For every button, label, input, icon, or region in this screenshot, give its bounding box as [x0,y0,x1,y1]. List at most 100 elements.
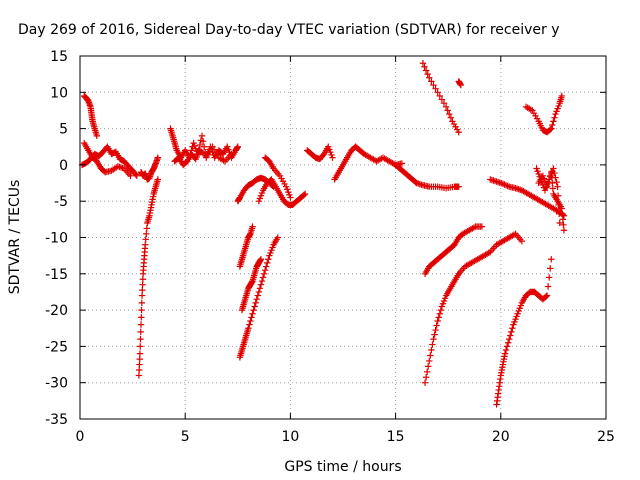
data-point [436,310,443,317]
data-point [506,335,513,343]
data-point [258,277,266,285]
data-point [438,96,446,103]
data-point [428,346,435,354]
data-point [136,361,143,368]
data-point [136,350,144,357]
data-point [265,256,272,263]
data-point [196,141,204,149]
data-point [287,194,294,201]
series-seg15 [331,143,406,183]
data-point [419,60,427,67]
series-seg23 [487,176,568,219]
data-point [142,241,149,248]
data-point [551,114,558,121]
series-seg21 [455,230,526,277]
data-point [478,223,486,230]
data-point [432,326,439,334]
data-point [437,306,445,314]
data-point [427,352,434,359]
data-point [422,67,430,74]
data-point [423,368,431,376]
data-point [457,81,465,89]
x-tick-label: 15 [387,429,405,445]
series-seg14 [304,143,336,163]
y-tick-label: -20 [45,303,68,319]
data-point [504,339,512,346]
y-tick-label: 15 [50,49,68,65]
data-point [432,85,439,92]
data-point [421,379,429,386]
data-point [444,107,451,114]
data-point [263,263,270,270]
data-point [132,171,139,178]
series-seg1 [81,92,101,140]
data-point [256,285,264,292]
data-point [558,92,566,100]
data-point [421,63,428,71]
data-point [137,335,144,343]
data-point [547,265,554,272]
data-point [261,266,269,274]
data-point [251,303,258,310]
x-tick-label: 0 [76,429,85,445]
data-point [552,174,559,181]
grid [80,56,606,419]
data-point [137,321,145,328]
series-seg9 [236,223,256,270]
data-point [274,234,281,241]
data-point [259,274,267,281]
data-point [508,328,515,336]
data-point [551,169,558,177]
data-point [422,374,430,381]
data-point [249,223,256,230]
series-seg10 [238,256,265,314]
data-point [548,256,555,263]
chart-title: Day 269 of 2016, Sidereal Day-to-day VTE… [18,22,560,38]
data-point [93,132,101,140]
data-point [549,121,556,129]
data-point [560,227,568,234]
data-point [138,292,146,299]
series-seg4 [137,154,162,183]
series-seg17 [419,60,462,136]
data-point [137,328,144,336]
series-seg20 [421,270,462,386]
data-point [127,172,134,179]
data-point [199,138,207,145]
data-point [260,270,268,277]
data-point [556,219,563,227]
data-point [555,201,562,209]
data-point [154,154,162,161]
data-point [440,99,448,107]
data-point [143,230,150,238]
data-point [435,314,442,321]
data-point [446,110,453,118]
series-seg5 [135,176,162,379]
data-point [142,236,149,243]
data-point [545,274,553,281]
data-point [139,281,146,288]
data-point [543,292,551,299]
data-point [255,288,263,296]
data-point [143,225,151,232]
series-seg16 [392,161,462,192]
series-seg26 [533,165,563,227]
data-point [137,343,144,350]
data-point [550,165,557,172]
data-point [547,126,554,133]
data-point [549,185,557,192]
data-point [154,176,162,183]
y-tick-label: -5 [54,194,68,210]
data-point [424,70,431,78]
data-point [442,103,450,111]
data-point [135,366,143,374]
data-point [133,172,141,179]
data-point [138,314,145,321]
series-seg3 [81,139,134,179]
series-seg22 [493,256,555,408]
data-point [428,78,435,85]
data-point [250,306,257,314]
data-point [139,276,147,283]
data-point [426,74,433,81]
